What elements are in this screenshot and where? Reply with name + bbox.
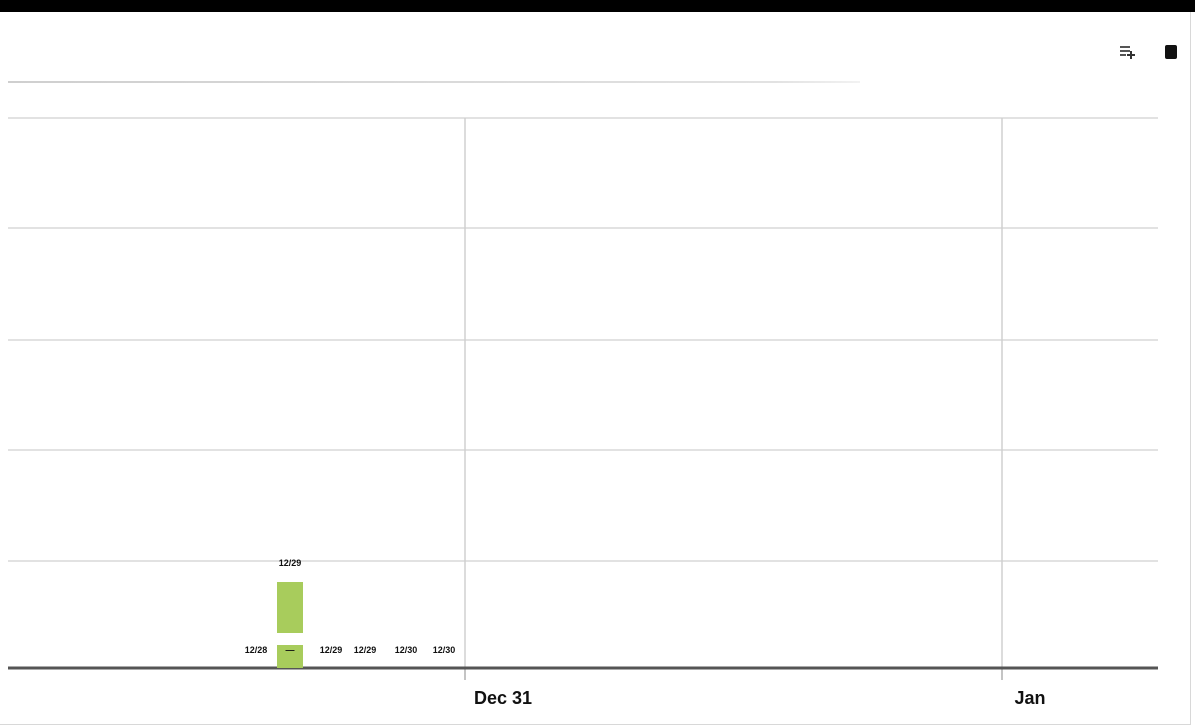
baseline-date-label: 12/29 [320,645,343,655]
x-tick-label: Dec 31 [474,688,532,708]
bar-data-label: 12/29 [279,558,302,568]
baseline-date-label: — [286,645,295,655]
bar [277,582,303,668]
x-tick-label: Jan [1014,688,1045,708]
baseline-date-label: 12/28 [245,645,268,655]
add-row-icon[interactable] [1118,42,1140,62]
chart-panel [0,12,1191,725]
baseline-date-label: 12/30 [395,645,418,655]
window-top-bar [0,0,1195,12]
bar-label-gap [270,633,310,645]
add-row-icon-glyph [1120,46,1135,59]
square-menu-icon-glyph [1165,45,1177,59]
baseline-date-label: 12/29 [354,645,377,655]
header-divider [8,81,860,83]
square-menu-icon[interactable] [1160,42,1182,62]
baseline-date-label: 12/30 [433,645,456,655]
